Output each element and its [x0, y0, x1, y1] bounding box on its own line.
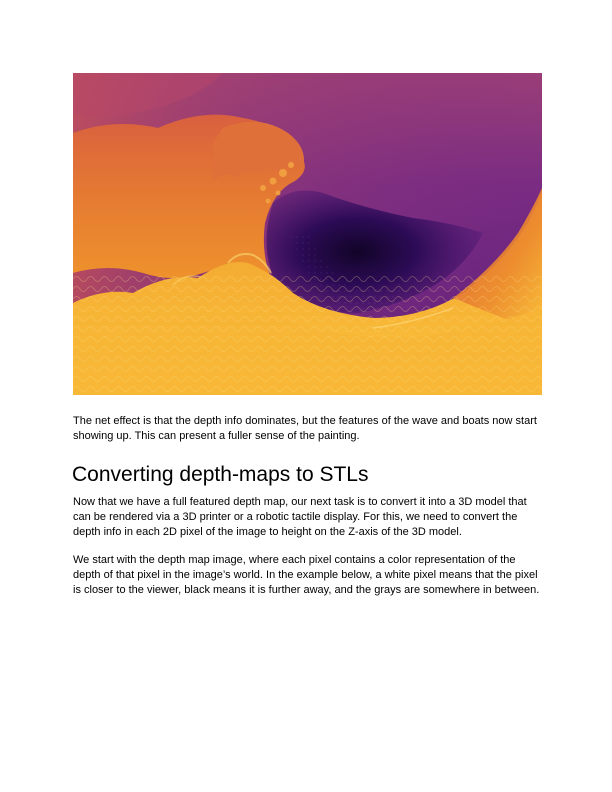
- section-heading: Converting depth-maps to STLs: [72, 463, 369, 486]
- paragraph-conversion-task: Now that we have a full featured depth m…: [73, 496, 527, 538]
- depth-map-graphic: [73, 73, 542, 395]
- depth-map-image: [73, 73, 542, 395]
- paragraph-depth-map-explanation: We start with the depth map image, where…: [73, 554, 540, 596]
- paragraph-depth-effect: The net effect is that the depth info do…: [73, 415, 537, 442]
